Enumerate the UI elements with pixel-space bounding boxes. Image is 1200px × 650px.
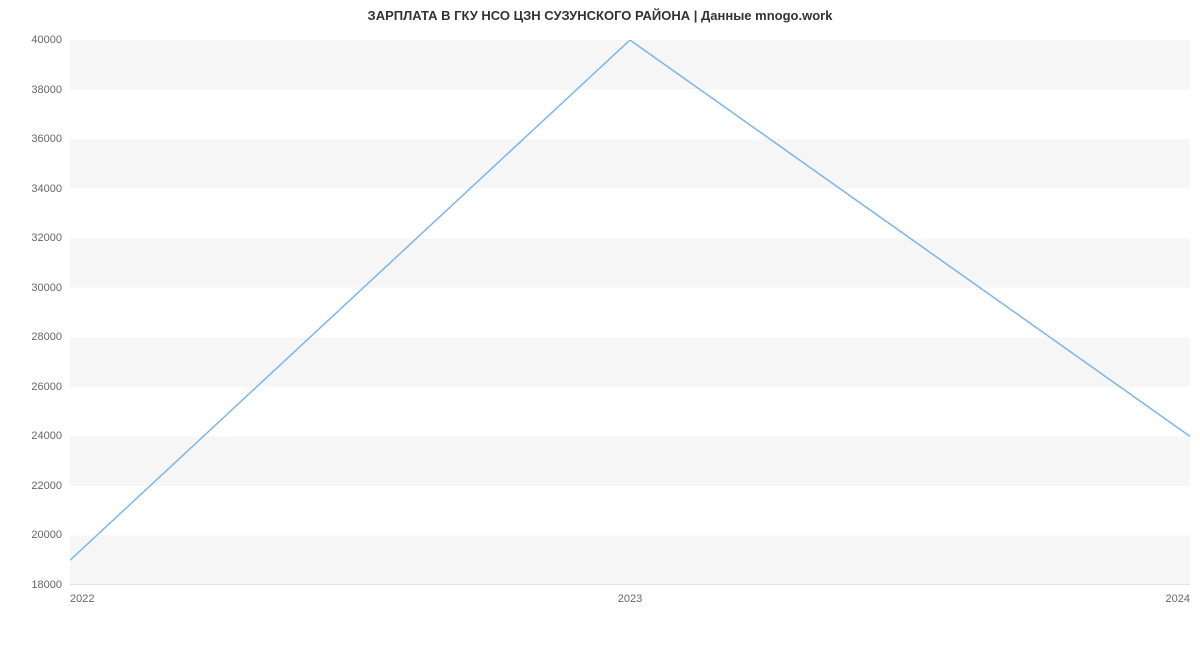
chart-svg: [70, 40, 1190, 585]
x-tick-label: 2024: [1166, 585, 1190, 605]
salary-line-chart: ЗАРПЛАТА В ГКУ НСО ЦЗН СУЗУНСКОГО РАЙОНА…: [0, 0, 1200, 650]
plot-area: 1800020000220002400026000280003000032000…: [70, 40, 1190, 585]
y-tick-label: 26000: [31, 381, 70, 393]
y-tick-label: 30000: [31, 282, 70, 294]
y-tick-label: 32000: [31, 232, 70, 244]
y-tick-label: 36000: [31, 133, 70, 145]
y-tick-label: 24000: [31, 430, 70, 442]
y-tick-label: 18000: [31, 579, 70, 591]
y-tick-label: 38000: [31, 84, 70, 96]
x-tick-label: 2022: [70, 585, 94, 605]
y-tick-label: 20000: [31, 529, 70, 541]
x-tick-label: 2023: [618, 585, 642, 605]
chart-title: ЗАРПЛАТА В ГКУ НСО ЦЗН СУЗУНСКОГО РАЙОНА…: [0, 8, 1200, 23]
y-tick-label: 22000: [31, 480, 70, 492]
y-tick-label: 40000: [31, 34, 70, 46]
y-tick-label: 28000: [31, 331, 70, 343]
y-tick-label: 34000: [31, 183, 70, 195]
